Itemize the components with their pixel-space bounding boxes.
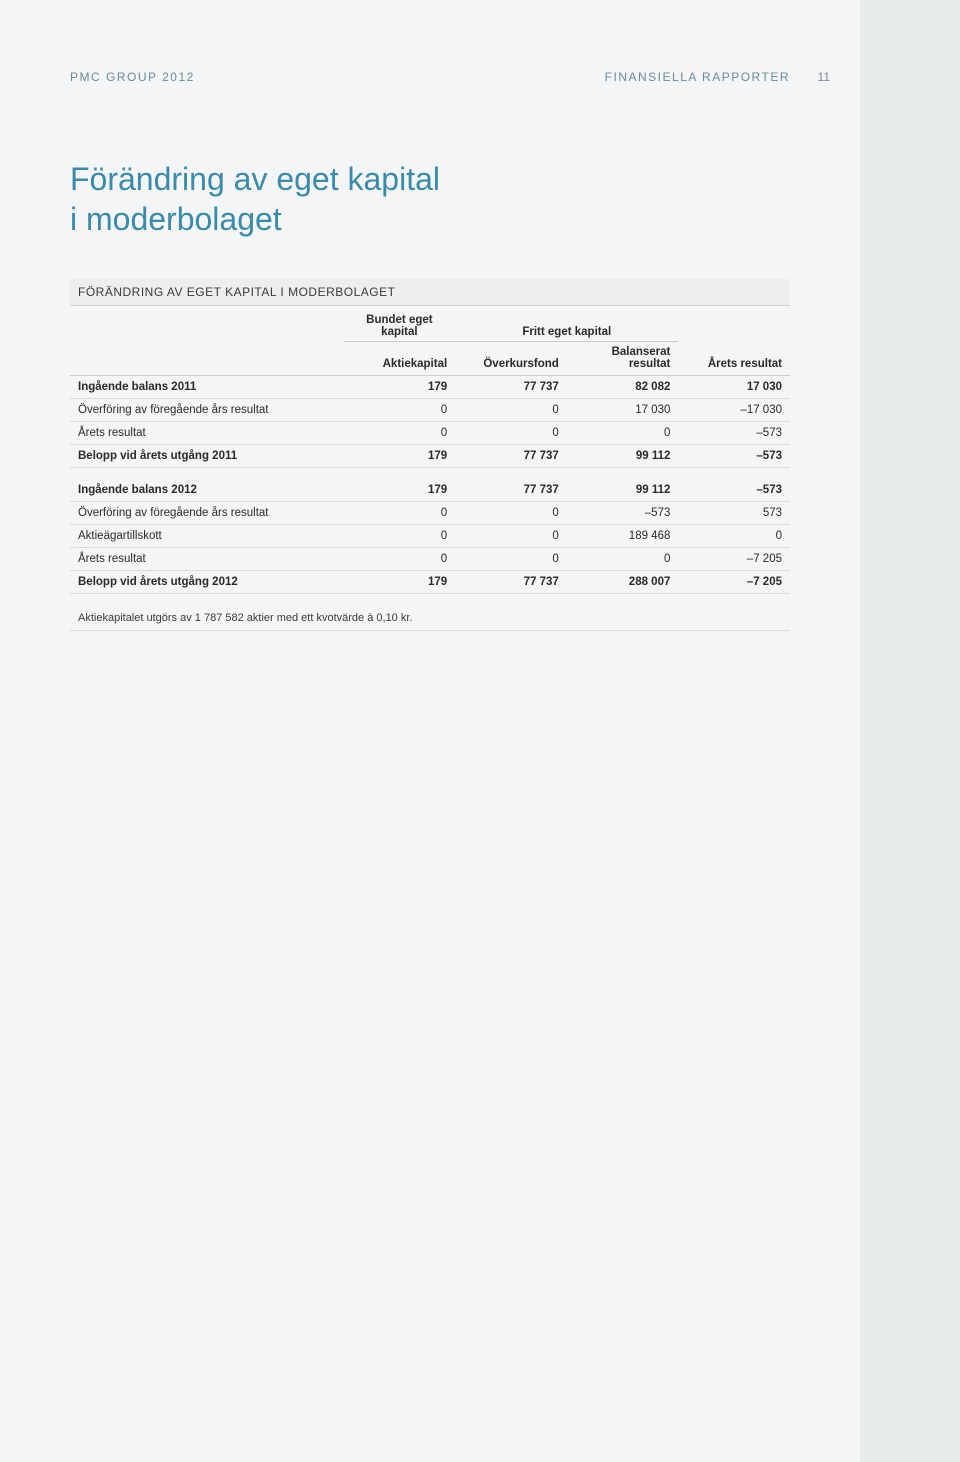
table-cell-value: 0 [344, 399, 456, 422]
table-row: Ingående balans 201217977 73799 112–573 [70, 468, 790, 502]
table-cell-value: 288 007 [567, 571, 679, 594]
title-line-2: i moderbolaget [70, 201, 282, 237]
header-right: FINANSIELLA RAPPORTER [605, 70, 790, 84]
table-cell-value: 0 [567, 422, 679, 445]
table-cell-value: 0 [455, 548, 567, 571]
table-cell-value: 189 468 [567, 525, 679, 548]
group-header-bundet: Bundet eget kapital [344, 306, 456, 342]
table-cell-value: 0 [455, 502, 567, 525]
group-header-fritt: Fritt eget kapital [455, 306, 678, 342]
table-cell-label: Belopp vid årets utgång 2012 [70, 571, 344, 594]
table-cell-label: Överföring av föregående års resultat [70, 502, 344, 525]
table-cell-value: 17 030 [678, 376, 790, 399]
equity-table: Bundet eget kapital Fritt eget kapital A… [70, 306, 790, 594]
table-cell-value: 77 737 [455, 445, 567, 468]
table-cell-value: –573 [567, 502, 679, 525]
table-cell-value: 0 [455, 525, 567, 548]
table-row: Ingående balans 201117977 73782 08217 03… [70, 376, 790, 399]
table-cell-value: 77 737 [455, 571, 567, 594]
table-cell-value: 179 [344, 571, 456, 594]
table-cell-value: 179 [344, 468, 456, 502]
header-left: PMC GROUP 2012 [70, 70, 195, 84]
table-cell-value: –573 [678, 445, 790, 468]
table-caption: FÖRÄNDRING AV EGET KAPITAL I MODERBOLAGE… [70, 279, 790, 306]
table-cell-value: 0 [678, 525, 790, 548]
page-header: PMC GROUP 2012 FINANSIELLA RAPPORTER [70, 70, 790, 84]
table-cell-value: –7 205 [678, 571, 790, 594]
table-column-header-row: Aktiekapital Överkursfond Balanserat res… [70, 342, 790, 376]
table-cell-label: Belopp vid årets utgång 2011 [70, 445, 344, 468]
table-cell-label: Årets resultat [70, 548, 344, 571]
page-title: Förändring av eget kapital i moderbolage… [70, 159, 790, 239]
table-row: Årets resultat000–7 205 [70, 548, 790, 571]
table-cell-value: –7 205 [678, 548, 790, 571]
table-row: Belopp vid årets utgång 201217977 737288… [70, 571, 790, 594]
table-cell-value: 0 [455, 399, 567, 422]
table-cell-value: 0 [344, 548, 456, 571]
table-cell-value: 99 112 [567, 445, 679, 468]
table-cell-label: Aktieägartillskott [70, 525, 344, 548]
table-cell-value: 82 082 [567, 376, 679, 399]
table-cell-value: 0 [344, 502, 456, 525]
table-row: Aktieägartillskott00189 4680 [70, 525, 790, 548]
table-cell-value: –573 [678, 468, 790, 502]
table-cell-value: 573 [678, 502, 790, 525]
table-cell-value: 0 [567, 548, 679, 571]
table-cell-value: 0 [344, 525, 456, 548]
table-row: Överföring av föregående års resultat00–… [70, 502, 790, 525]
table-cell-label: Överföring av föregående års resultat [70, 399, 344, 422]
title-line-1: Förändring av eget kapital [70, 161, 440, 197]
table-header-empty [70, 342, 344, 376]
col-aktiekapital: Aktiekapital [344, 342, 456, 376]
table-cell-value: 77 737 [455, 468, 567, 502]
table-cell-value: 77 737 [455, 376, 567, 399]
table-cell-value: 0 [344, 422, 456, 445]
table-cell-value: 179 [344, 445, 456, 468]
page-number: 11 [818, 70, 830, 84]
table-body: Ingående balans 201117977 73782 08217 03… [70, 376, 790, 594]
table-cell-value: 99 112 [567, 468, 679, 502]
col-arets-resultat: Årets resultat [678, 342, 790, 376]
page-container: PMC GROUP 2012 FINANSIELLA RAPPORTER 11 … [0, 0, 860, 1462]
table-cell-label: Ingående balans 2012 [70, 468, 344, 502]
table-cell-value: –17 030 [678, 399, 790, 422]
table-row: Årets resultat000–573 [70, 422, 790, 445]
table-group-header-row: Bundet eget kapital Fritt eget kapital [70, 306, 790, 342]
table-cell-value: 17 030 [567, 399, 679, 422]
table-cell-value: 179 [344, 376, 456, 399]
table-cell-value: 0 [455, 422, 567, 445]
table-cell-label: Ingående balans 2011 [70, 376, 344, 399]
table-header-empty [678, 306, 790, 342]
col-overkursfond: Överkursfond [455, 342, 567, 376]
table-cell-label: Årets resultat [70, 422, 344, 445]
table-cell-value: –573 [678, 422, 790, 445]
col-balanserat: Balanserat resultat [567, 342, 679, 376]
table-row: Överföring av föregående års resultat001… [70, 399, 790, 422]
table-header-empty [70, 306, 344, 342]
table-footnote: Aktiekapitalet utgörs av 1 787 582 aktie… [70, 604, 790, 631]
table-row: Belopp vid årets utgång 201117977 73799 … [70, 445, 790, 468]
